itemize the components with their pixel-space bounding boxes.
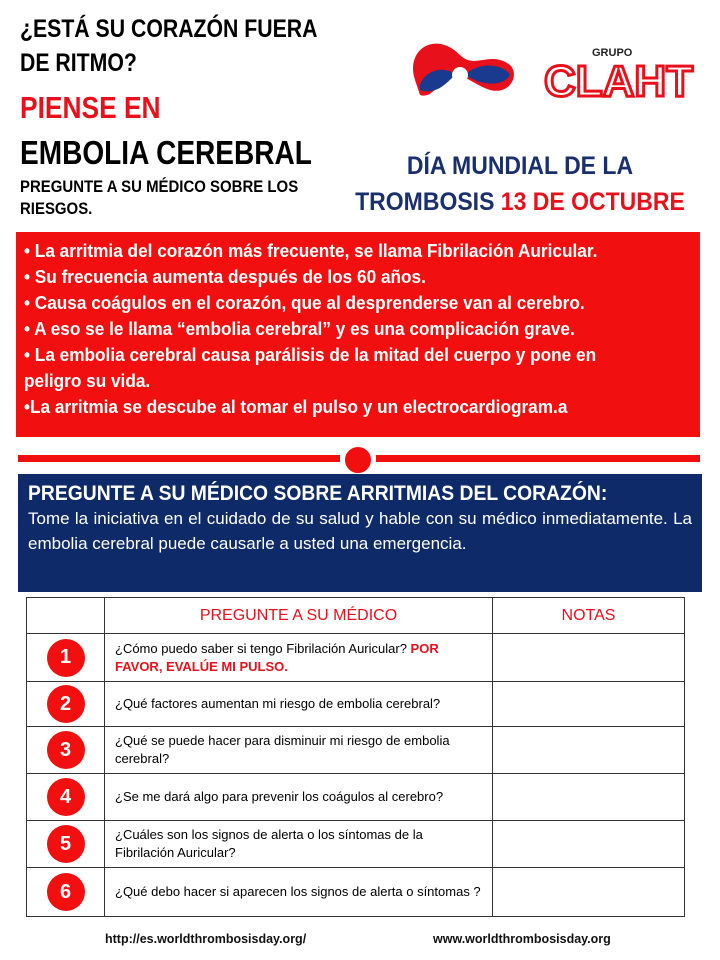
fact: peligro su vida. — [24, 370, 151, 391]
divider-dot — [343, 445, 373, 475]
table-row: 5 ¿Cuáles son los signos de alerta o los … — [26, 820, 685, 868]
footer-link-es[interactable]: http://es.worldthrombosisday.org/ — [105, 932, 307, 946]
divider-right — [376, 455, 700, 462]
notes-cell[interactable] — [492, 820, 685, 868]
svg-text:GRUPO: GRUPO — [592, 47, 633, 59]
notes-cell[interactable] — [492, 633, 685, 682]
divider-left — [18, 455, 340, 462]
fact: • La arritmia del corazón más frecuente,… — [24, 240, 598, 261]
header-questions: PREGUNTE A SU MÉDICO — [104, 597, 493, 634]
notes-cell[interactable] — [492, 681, 685, 727]
subheadline: PIENSE EN — [20, 90, 161, 125]
table-row: 4 ¿Se me dará algo para prevenir los coág… — [26, 773, 685, 821]
notes-cell[interactable] — [492, 867, 685, 917]
fact: • La embolia cerebral causa parálisis de… — [24, 344, 597, 365]
table-row: 3 ¿Qué se puede hacer para disminuir mi r… — [26, 726, 685, 774]
fact: • Su frecuencia aumenta después de los 6… — [24, 266, 426, 287]
main-heading: EMBOLIA CEREBRAL — [20, 134, 312, 171]
table-row: 1 ¿Cómo puedo saber si tengo Fibrilación … — [26, 633, 685, 682]
header-notes: NOTAS — [492, 597, 685, 634]
table-row: 2 ¿Qué factores aumentan mi riesgo de emb… — [26, 681, 685, 727]
ask-risks: PREGUNTE A SU MÉDICO SOBRE LOS RIESGOS. — [20, 177, 299, 218]
grupo-claht-logo: GRUPO CLAHT — [543, 47, 695, 102]
fact: • A eso se le llama “embolia cerebral” y… — [24, 318, 575, 339]
facts-box: • La arritmia del corazón más frecuente,… — [16, 232, 700, 437]
fact: • Causa coágulos en el corazón, que al d… — [24, 292, 585, 313]
table-row: 6 ¿Qué debo hacer si aparecen los signos … — [26, 867, 685, 917]
svg-text:CLAHT: CLAHT — [544, 57, 693, 102]
headline: ¿ESTÁ SU CORAZÓN FUERA DE RITMO? — [20, 15, 318, 77]
questions-table: PREGUNTE A SU MÉDICO NOTAS 1 ¿Cómo puedo … — [26, 597, 685, 917]
notes-cell[interactable] — [492, 773, 685, 821]
notes-cell[interactable] — [492, 726, 685, 774]
event-title: DÍA MUNDIAL DE LA TROMBOSIS 13 DE OCTUBR… — [355, 152, 685, 216]
thrombosis-day-logo — [413, 43, 514, 96]
fact: •La arritmia se descube al tomar el puls… — [24, 396, 568, 417]
footer-link[interactable]: www.worldthrombosisday.org — [433, 932, 611, 946]
ask-doctor-box: PREGUNTE A SU MÉDICO SOBRE ARRITMIAS DEL… — [18, 474, 702, 592]
